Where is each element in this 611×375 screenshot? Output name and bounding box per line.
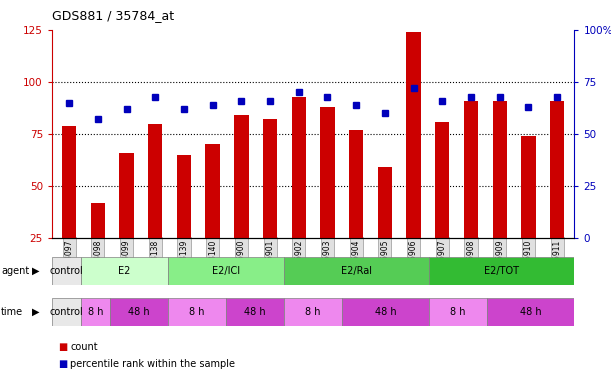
- Bar: [349, 130, 364, 238]
- Text: control: control: [49, 307, 83, 317]
- Text: 8 h: 8 h: [189, 307, 205, 317]
- Text: 48 h: 48 h: [244, 307, 266, 317]
- Bar: [148, 124, 163, 238]
- Text: 48 h: 48 h: [375, 307, 397, 317]
- Bar: [52, 257, 81, 285]
- Text: 48 h: 48 h: [520, 307, 541, 317]
- Bar: [226, 298, 284, 326]
- Bar: [342, 298, 429, 326]
- Text: 8 h: 8 h: [306, 307, 321, 317]
- Bar: [168, 257, 284, 285]
- Bar: [378, 167, 392, 238]
- Bar: [429, 298, 488, 326]
- Bar: [435, 122, 450, 238]
- Bar: [119, 153, 134, 238]
- Text: E2: E2: [119, 266, 131, 276]
- Text: E2/ICI: E2/ICI: [212, 266, 240, 276]
- Bar: [550, 101, 565, 238]
- Bar: [52, 298, 81, 326]
- Bar: [205, 144, 220, 238]
- Bar: [263, 120, 277, 238]
- Bar: [488, 298, 574, 326]
- Bar: [464, 101, 478, 238]
- Text: GDS881 / 35784_at: GDS881 / 35784_at: [52, 9, 174, 22]
- Text: percentile rank within the sample: percentile rank within the sample: [70, 359, 235, 369]
- Bar: [81, 298, 110, 326]
- Bar: [168, 298, 226, 326]
- Bar: [521, 136, 536, 238]
- Text: 8 h: 8 h: [450, 307, 466, 317]
- Text: ■: ■: [58, 342, 67, 352]
- Text: ▶: ▶: [32, 266, 39, 276]
- Bar: [62, 126, 76, 238]
- Text: time: time: [1, 307, 23, 317]
- Bar: [177, 155, 191, 238]
- Bar: [110, 298, 168, 326]
- Text: E2/Ral: E2/Ral: [341, 266, 372, 276]
- Bar: [234, 116, 249, 238]
- Text: 8 h: 8 h: [88, 307, 103, 317]
- Text: ■: ■: [58, 359, 67, 369]
- Bar: [284, 298, 342, 326]
- Text: E2/TOT: E2/TOT: [485, 266, 519, 276]
- Text: ▶: ▶: [32, 307, 39, 317]
- Bar: [291, 97, 306, 238]
- Bar: [320, 107, 335, 238]
- Text: agent: agent: [1, 266, 29, 276]
- Text: count: count: [70, 342, 98, 352]
- Bar: [284, 257, 429, 285]
- Text: 48 h: 48 h: [128, 307, 150, 317]
- Bar: [429, 257, 574, 285]
- Bar: [492, 101, 507, 238]
- Bar: [90, 203, 105, 238]
- Text: control: control: [49, 266, 83, 276]
- Bar: [81, 257, 168, 285]
- Bar: [406, 32, 421, 238]
